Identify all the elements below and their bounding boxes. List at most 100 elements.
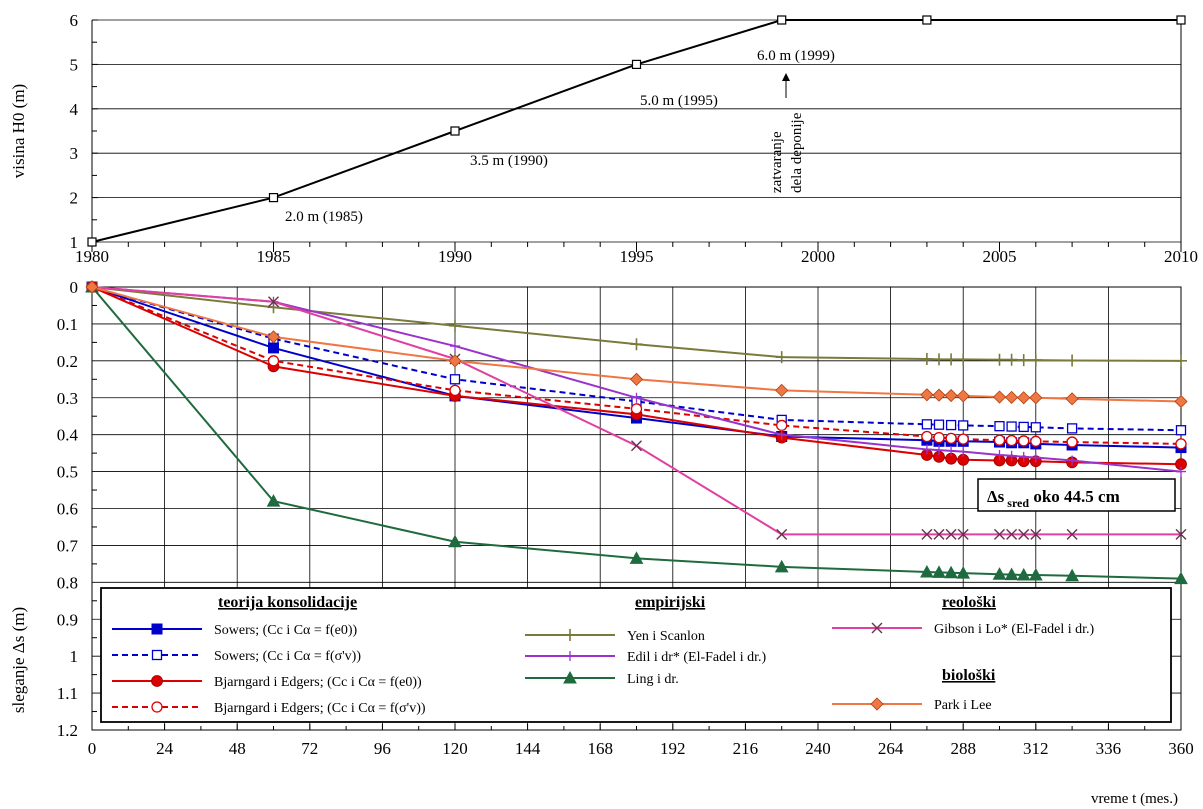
data-point (266, 330, 281, 344)
data-point (933, 419, 945, 430)
data-point (1030, 422, 1041, 433)
data-point (946, 445, 957, 456)
settlement-y-tick-label: 0.9 (57, 610, 78, 629)
settlement-y-axis-label: sleganje Δs (m) (9, 607, 28, 713)
data-point (921, 430, 933, 443)
data-point (1066, 436, 1078, 448)
data-point (870, 697, 884, 711)
month-tick-label: 264 (878, 739, 904, 758)
settlement-y-tick-label: 1.1 (57, 684, 78, 703)
closure-annotation: zatvaranje (769, 131, 785, 193)
data-point (1065, 568, 1079, 582)
data-point (945, 419, 957, 431)
data-point (631, 392, 642, 403)
data-point (448, 354, 462, 368)
closure-arrow-head (782, 73, 790, 81)
height-point (777, 15, 787, 25)
month-tick-label: 360 (1168, 739, 1194, 758)
legend-label: Bjarngard i Edgers; (Cc i Cα = f(σ'v)) (214, 701, 426, 716)
month-tick-label: 96 (374, 739, 391, 758)
year-tick-label: 2005 (983, 247, 1017, 266)
data-point (1030, 528, 1042, 540)
legend-label: Yen i Scanlon (627, 629, 705, 644)
data-point (1175, 438, 1187, 450)
data-point (449, 384, 461, 397)
month-tick-label: 0 (88, 739, 97, 758)
height-line (91, 19, 1181, 243)
month-tick-label: 168 (587, 739, 613, 758)
legend-header: reološki (942, 594, 996, 611)
data-point (268, 296, 279, 308)
data-point (993, 434, 1006, 446)
data-point (958, 446, 969, 457)
data-point (933, 528, 945, 540)
data-point (1174, 394, 1188, 409)
data-point (957, 353, 970, 366)
data-point (1174, 571, 1188, 585)
month-tick-label: 72 (301, 739, 318, 758)
data-point (920, 388, 934, 402)
settlement-y-tick-label: 0.5 (57, 463, 78, 482)
height-point (922, 15, 932, 25)
data-point (1029, 391, 1043, 405)
height-annotation: 2.0 m (1985) (285, 209, 363, 225)
data-point (775, 351, 788, 364)
data-point (448, 534, 462, 548)
data-point (1018, 435, 1030, 447)
data-point (1175, 528, 1187, 540)
data-point (920, 564, 934, 578)
data-point (565, 651, 575, 661)
year-tick-label: 1985 (257, 247, 291, 266)
data-point (920, 352, 933, 365)
height-y-tick-label: 6 (70, 11, 79, 30)
data-point (1029, 354, 1042, 367)
height-y-tick-label: 5 (70, 55, 79, 74)
data-point (630, 338, 643, 351)
settlement-y-tick-label: 1 (70, 647, 79, 666)
data-point (994, 421, 1005, 432)
data-point (944, 565, 958, 579)
month-tick-label: 48 (229, 739, 246, 758)
data-point (1065, 392, 1079, 406)
data-point (776, 528, 788, 540)
series-circle-open (86, 281, 1187, 450)
data-point (267, 355, 280, 367)
legend-header: biološki (942, 667, 996, 684)
year-tick-label: 1995 (620, 247, 654, 266)
data-point (1005, 390, 1019, 404)
data-point (564, 629, 576, 641)
legend-label: Bjarngard i Edgers; (Cc i Cα = f(e0)) (214, 675, 422, 690)
data-point (776, 429, 787, 440)
series-diamond-filled (85, 280, 1188, 409)
data-point (1018, 528, 1030, 540)
data-point (1175, 354, 1187, 367)
data-point (1006, 528, 1018, 540)
data-point (921, 419, 933, 430)
settlement-y-tick-label: 1.2 (57, 721, 78, 740)
data-point (992, 390, 1007, 404)
legend-header: teorija konsolidacije (218, 594, 357, 611)
data-point (1018, 421, 1029, 433)
data-point (1175, 425, 1187, 436)
data-point (994, 449, 1005, 460)
height-point (450, 126, 460, 136)
data-point (992, 567, 1007, 580)
data-point (151, 649, 163, 661)
data-point (629, 551, 644, 564)
average-settlement-box (977, 478, 1176, 512)
data-point (1028, 567, 1043, 581)
settlement-y-tick-label: 0.1 (57, 315, 78, 334)
settlement-y-tick-label: 0.4 (57, 426, 79, 445)
data-point (933, 353, 945, 366)
year-tick-label: 2000 (801, 247, 835, 266)
data-point (945, 528, 957, 540)
data-point (1030, 452, 1041, 463)
data-point (776, 419, 788, 432)
data-point (1030, 435, 1042, 447)
data-point (956, 389, 970, 403)
legend-label: Edil i dr* (El-Fadel i dr.) (627, 650, 767, 665)
data-point (956, 566, 971, 579)
data-point (151, 623, 163, 635)
settlement-y-tick-label: 0 (70, 278, 79, 297)
